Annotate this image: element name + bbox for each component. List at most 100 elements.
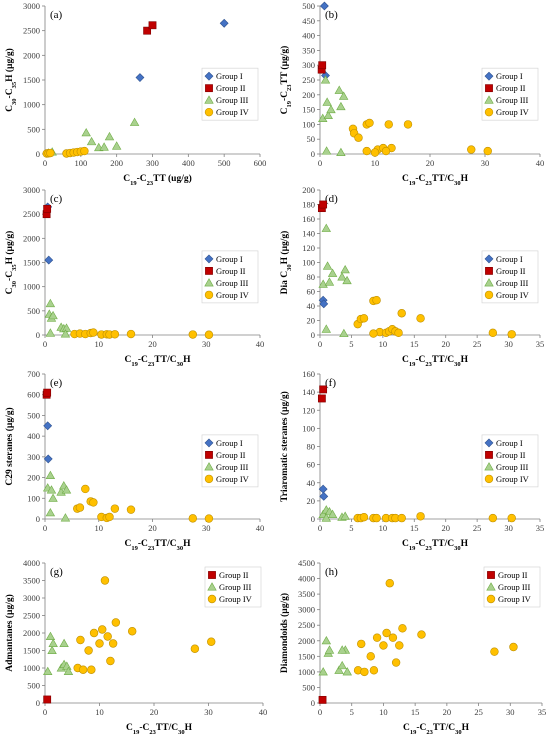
data-point [391,658,401,667]
x-tick-label: 10 [95,707,104,717]
data-point [204,330,214,339]
x-tick-label: 20 [150,707,159,717]
y-axis-label: Triaromatic steranes (µg/g) [279,391,290,502]
data-point [321,324,332,333]
data-point [48,493,58,502]
legend-entry: Group I [216,254,243,264]
x-tick-label: 30 [481,158,490,168]
legend-marker [486,582,496,591]
series-group-ii [317,200,328,213]
data-point [318,61,327,70]
data-point [323,110,333,120]
panel-label: (a) [50,9,63,21]
data-point [483,146,492,156]
legend-marker [207,582,217,591]
y-tick-label: 120 [302,243,315,253]
y-axis-label: C30-C35H (µg/g) [4,231,18,295]
data-point [340,264,350,274]
data-point [129,117,140,126]
y-tick-label: 0 [311,149,315,159]
y-tick-label: 1000 [23,282,40,292]
x-tick-label: 0 [318,158,322,168]
series-group-ii [42,204,52,219]
data-point [126,505,136,514]
data-point [43,388,52,397]
data-point [319,385,328,394]
data-point [321,635,332,645]
y-axis-label: C19-C23TT (µg/g) [279,46,293,115]
y-tick-label: 500 [27,410,40,420]
legend: Group II Group III Group IV [204,566,262,608]
panel-b: 0 50 100 150 200 250 300 350 400 450 500 0 10 20 30 40 C… [279,1,544,187]
y-axis-label: Dia C30H (µg/g) [279,231,293,295]
data-point [416,314,425,323]
data-point [324,645,335,654]
x-tick-label: 0 [318,339,322,349]
y-tick-label: 20 [307,496,316,506]
legend-entry: Group II [216,450,246,460]
y-tick-label: 350 [302,45,315,55]
panel-e: 0 100 200 300 400 500 600 700 0 10 20 30 40 C19-C23TT… [4,369,264,552]
y-tick-label: 50 [307,134,316,144]
y-tick-label: 500 [302,1,315,11]
x-tick-label: 0 [43,339,47,349]
legend-marker [204,290,214,300]
series-group-ii [317,61,327,74]
panel-label: (d) [325,193,338,205]
data-point [43,421,53,431]
x-tick-label: 35 [536,523,545,533]
legend-marker [484,254,494,264]
panel-g: 0 500 1000 1500 2000 2500 3000 3500 4000 0 10 20 30 4… [4,558,267,736]
series-group-iii [318,505,350,522]
legend-marker [487,571,495,579]
data-point [43,695,52,704]
legend: Group I Group II Group III Group IV [481,67,539,121]
data-point [365,118,374,128]
legend-entry: Group IV [496,474,530,484]
y-tick-label: 1000 [23,100,40,110]
x-tick-label: 5 [349,339,353,349]
data-point [488,513,498,523]
y-tick-label: 3000 [23,593,40,603]
series-group-iii [318,635,352,676]
panel-label: (c) [50,193,63,205]
legend-marker [484,95,494,104]
data-point [395,641,404,650]
x-axis-label: C19-C23TT/C30H [402,174,469,187]
series-group-iv [73,576,216,674]
data-point [44,255,54,265]
series-group-iv [348,118,492,157]
y-tick-label: 140 [302,387,315,397]
data-point [143,26,152,35]
legend-marker [485,266,493,275]
legend-entry: Group I [216,71,243,81]
data-point [63,666,74,676]
data-point [334,85,344,94]
y-tick-label: 140 [302,229,315,239]
y-tick-label: 2000 [23,50,40,60]
legend-entry: Group III [216,278,249,288]
x-tick-label: 40 [259,707,268,717]
data-point [382,628,391,638]
x-tick-label: 5 [349,523,353,533]
data-point [388,633,398,642]
legend-entry: Group III [496,95,529,105]
y-tick-label: 2000 [23,628,40,638]
legend-marker [204,95,214,104]
data-point [81,127,91,137]
legend: Group I Group II Group III Group IV [481,434,539,488]
y-tick-label: 100 [302,258,315,268]
legend-marker [484,462,494,471]
data-point [318,279,328,288]
data-point [80,146,89,156]
y-tick-label: 600 [27,390,40,400]
series-group-iv [353,512,516,523]
x-tick-label: 40 [536,158,545,168]
y-tick-label: 300 [27,452,40,462]
series-group-i [135,18,229,82]
legend-entry: Group II [216,266,246,276]
y-tick-label: 40 [307,301,316,311]
y-tick-label: 100 [27,493,40,503]
x-tick-label: 30 [504,523,513,533]
data-point [357,639,366,649]
